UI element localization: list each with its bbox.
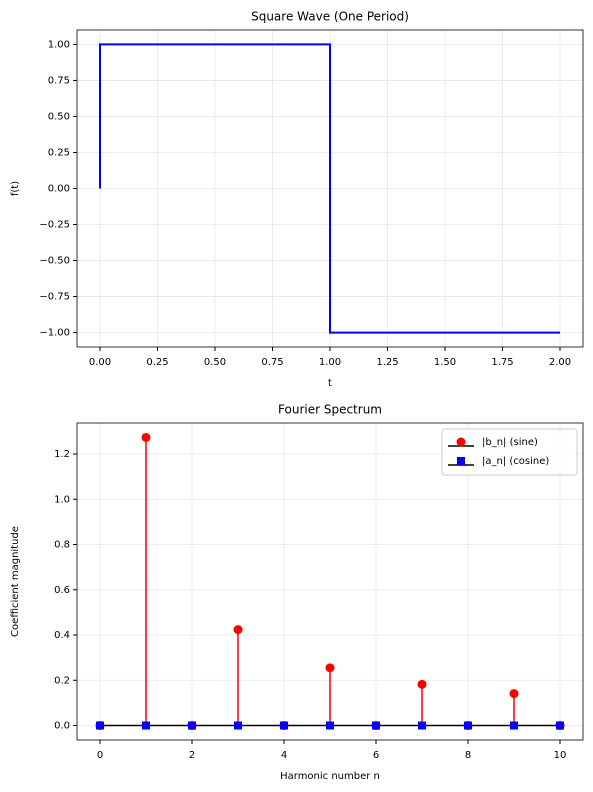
stem-marker xyxy=(372,721,380,730)
x-tick-label: 8 xyxy=(465,750,471,761)
stem-marker xyxy=(556,721,564,730)
y-tick-label: −1.00 xyxy=(39,328,70,339)
stem-marker xyxy=(233,625,243,635)
y-tick-label: 0.0 xyxy=(54,721,70,732)
y-tick-label: −0.50 xyxy=(39,256,70,267)
y-tick-label: 0.2 xyxy=(54,675,70,686)
y-axis-label: f(t) xyxy=(10,181,21,196)
stem-marker xyxy=(326,721,334,730)
y-tick-label: 0.8 xyxy=(54,540,70,551)
x-axis-label: Harmonic number n xyxy=(280,771,380,782)
stem-marker xyxy=(325,663,335,673)
y-axis-label: Coefficient magnitude xyxy=(10,526,21,637)
line xyxy=(99,43,560,334)
chart-title: Square Wave (One Period) xyxy=(251,10,409,24)
x-axis-label: t xyxy=(328,378,332,389)
x-tick-label: 0.50 xyxy=(204,357,226,368)
stem-marker xyxy=(464,721,472,730)
y-tick-label: 1.2 xyxy=(54,449,70,460)
x-tick-label: 2.00 xyxy=(549,357,571,368)
x-tick-label: 6 xyxy=(373,750,379,761)
x-tick-label: 10 xyxy=(554,750,567,761)
y-tick-label: 0.25 xyxy=(48,147,70,158)
y-tick-label: 0.6 xyxy=(54,585,70,596)
y-tick-label: 1.0 xyxy=(54,494,70,505)
y-tick-label: 1.00 xyxy=(48,39,70,50)
y-tick-label: 0.50 xyxy=(48,111,70,122)
x-tick-label: 0.75 xyxy=(261,357,283,368)
stem-marker xyxy=(141,432,151,442)
legend-marker xyxy=(456,437,466,447)
x-tick-label: 4 xyxy=(281,750,287,761)
legend-label: |b_n| (sine) xyxy=(482,437,538,448)
y-tick-label: 0.00 xyxy=(48,184,70,195)
legend-label: |a_n| (cosine) xyxy=(482,456,549,467)
y-tick-label: 0.75 xyxy=(48,75,70,86)
stem-marker xyxy=(509,689,519,699)
stem-marker xyxy=(188,721,196,730)
y-tick-label: −0.25 xyxy=(39,220,70,231)
axes-frame xyxy=(76,29,584,348)
stem-marker xyxy=(96,721,104,730)
stem-marker xyxy=(280,721,288,730)
axes-frame xyxy=(76,422,584,741)
x-tick-label: 1.25 xyxy=(376,357,398,368)
y-tick-label: −0.75 xyxy=(39,292,70,303)
chart-title: Fourier Spectrum xyxy=(278,403,382,417)
x-tick-label: 0.25 xyxy=(146,357,168,368)
x-tick-label: 1.75 xyxy=(491,357,513,368)
x-tick-label: 1.00 xyxy=(319,357,341,368)
x-tick-label: 2 xyxy=(189,750,195,761)
legend-marker xyxy=(457,457,465,465)
stem-marker xyxy=(510,721,518,730)
x-tick-label: 0.00 xyxy=(89,357,111,368)
stem-marker xyxy=(234,721,242,730)
legend-box xyxy=(441,428,578,476)
stem-marker xyxy=(142,721,150,730)
y-tick-label: 0.4 xyxy=(54,630,70,641)
stem-marker xyxy=(418,721,426,730)
x-tick-label: 0 xyxy=(97,750,103,761)
x-tick-label: 1.50 xyxy=(434,357,456,368)
stem-marker xyxy=(417,679,427,689)
